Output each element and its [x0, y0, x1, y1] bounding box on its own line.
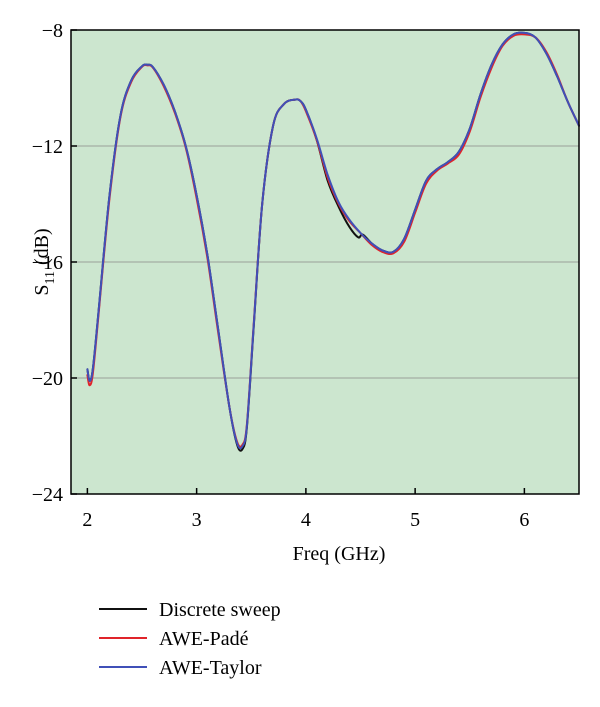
x-axis-title: Freq (GHz): [293, 543, 386, 565]
y-tick-label: −24: [32, 484, 63, 506]
x-axis: 2 3 4 5 6: [82, 488, 529, 531]
legend-label-2: AWE-Taylor: [159, 657, 262, 679]
y-axis-title-suffix: (dB): [31, 228, 53, 265]
series-layer: [86, 31, 580, 452]
plot-area: [71, 30, 579, 494]
legend-label-1: AWE-Padé: [159, 628, 249, 650]
x-tick-label: 4: [301, 509, 311, 531]
series-line-2: [86, 31, 580, 450]
x-tick-label: 6: [519, 509, 529, 531]
x-tick-label: 3: [192, 509, 202, 531]
y-tick-label: −20: [32, 368, 63, 390]
y-axis-title-base: S: [31, 285, 53, 296]
legend: Discrete sweep AWE-Padé AWE-Taylor: [99, 599, 281, 679]
y-axis: −24 −20 −16 −12 −8: [32, 20, 77, 506]
y-tick-label: −12: [32, 136, 63, 158]
x-tick-label: 2: [82, 509, 92, 531]
y-axis-title: S11 (dB): [31, 228, 58, 295]
y-tick-label: −16: [32, 252, 63, 274]
legend-label-0: Discrete sweep: [159, 599, 281, 621]
y-tick-label: −8: [42, 20, 63, 42]
plot-frame: [70, 29, 580, 495]
plot-frame-layer: [70, 29, 580, 495]
y-axis-title-subscript: 11: [43, 271, 58, 284]
x-tick-label: 5: [410, 509, 420, 531]
